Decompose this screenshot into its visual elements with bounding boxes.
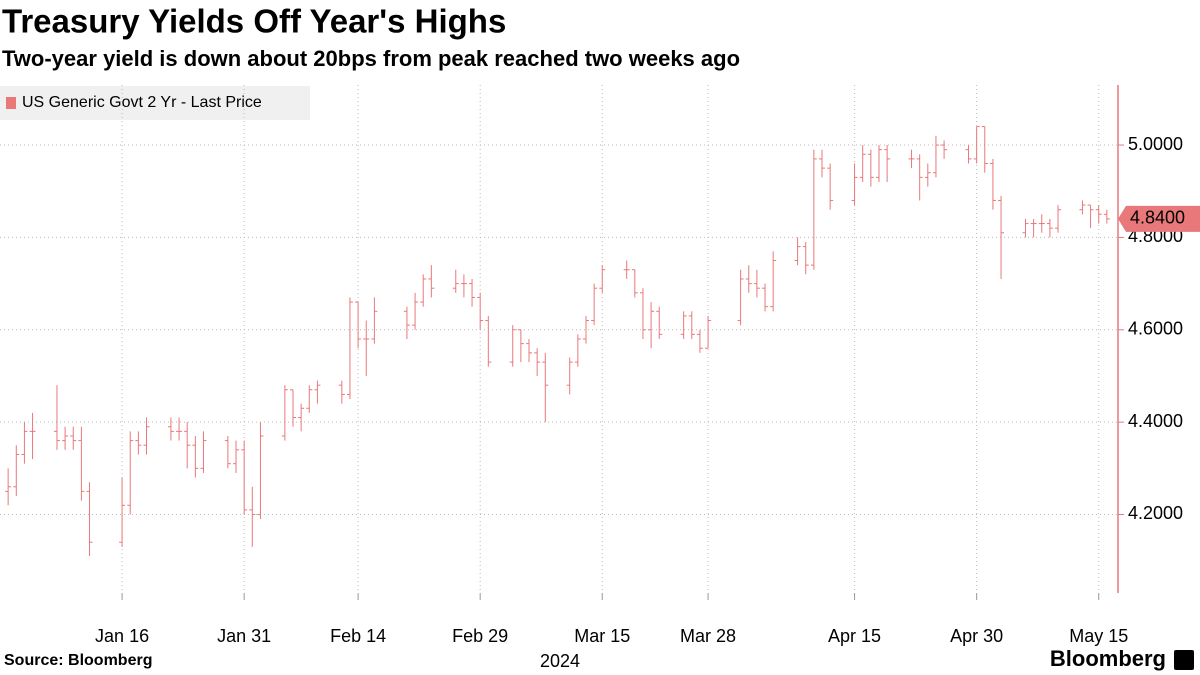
chart-subtitle: Two-year yield is down about 20bps from … bbox=[2, 46, 740, 71]
x-tick-label: Mar 28 bbox=[680, 626, 736, 646]
x-tick-label: Jan 16 bbox=[95, 626, 149, 646]
legend-box bbox=[0, 86, 310, 120]
x-tick-label: Feb 29 bbox=[452, 626, 508, 646]
brand: Bloomberg bbox=[1050, 646, 1166, 671]
y-tick-label: 4.2000 bbox=[1128, 503, 1183, 523]
legend-label: US Generic Govt 2 Yr - Last Price bbox=[22, 94, 262, 111]
x-tick-label: Feb 14 bbox=[330, 626, 386, 646]
legend-swatch bbox=[6, 97, 16, 109]
x-tick-label: Apr 15 bbox=[828, 626, 881, 646]
brand-icon bbox=[1174, 650, 1194, 670]
x-tick-label: Mar 15 bbox=[574, 626, 630, 646]
x-year-label: 2024 bbox=[540, 651, 580, 671]
chart-title: Treasury Yields Off Year's Highs bbox=[2, 3, 506, 40]
x-tick-label: Jan 31 bbox=[217, 626, 271, 646]
x-tick-label: May 15 bbox=[1069, 626, 1128, 646]
y-tick-label: 4.6000 bbox=[1128, 319, 1183, 339]
source: Source: Bloomberg bbox=[4, 652, 152, 669]
x-tick-label: Apr 30 bbox=[950, 626, 1003, 646]
y-tick-label: 5.0000 bbox=[1128, 134, 1183, 154]
last-value-marker bbox=[1118, 205, 1200, 232]
last-value-label: 4.8400 bbox=[1130, 208, 1185, 228]
y-tick-label: 4.4000 bbox=[1128, 411, 1183, 431]
